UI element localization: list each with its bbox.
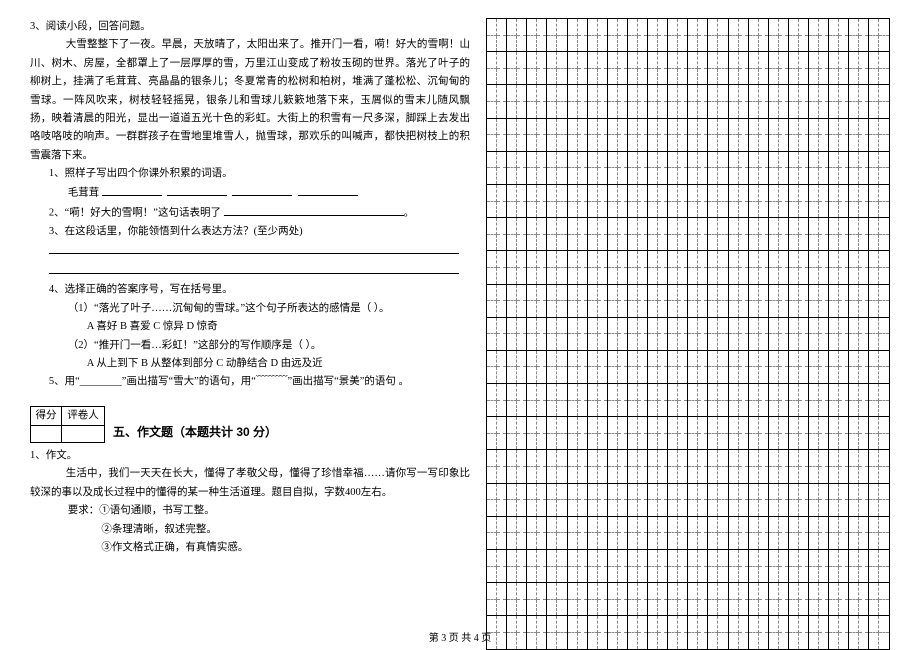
q3-answer-2[interactable] <box>30 262 470 282</box>
reading-q4a-opts: A 喜好 B 喜爱 C 惊异 D 惊奇 <box>30 318 470 336</box>
reading-q2: 2、“嗬！好大的雪啊！”这句话表明了 <box>49 208 221 219</box>
essay-qno: 1、作文。 <box>30 447 470 465</box>
q1-blank-4[interactable] <box>298 183 358 196</box>
score-label: 得分 <box>31 406 62 425</box>
reading-q4-lead: 4、选择正确的答案序号，写在括号里。 <box>30 281 470 299</box>
right-column <box>476 18 890 650</box>
reading-q2-row: 2、“嗬！好大的雪啊！”这句话表明了 。 <box>30 203 470 223</box>
req-label: 要求： <box>68 505 100 516</box>
left-column: 3、阅读小段，回答问题。 大雪整整下了一夜。早晨，天放晴了，太阳出来了。推开门一… <box>30 18 476 650</box>
score-table: 得分 评卷人 <box>30 406 105 443</box>
req1: ①语句通顺，书写工整。 <box>99 505 215 516</box>
reading-q4a: （1）“落光了叶子……沉甸甸的雪球。”这个句子所表达的感情是（ ）。 <box>30 300 470 318</box>
q3-answer-1[interactable] <box>30 242 470 262</box>
essay-req-row: 要求：①语句通顺，书写工整。 <box>30 502 470 520</box>
page-footer: 第 3 页 共 4 页 <box>0 629 920 644</box>
req3: ③作文格式正确，有真情实感。 <box>30 539 470 557</box>
page: 3、阅读小段，回答问题。 大雪整整下了一夜。早晨，天放晴了，太阳出来了。推开门一… <box>0 0 920 650</box>
reading-q1: 1、照样子写出四个你课外积累的词语。 <box>30 165 470 183</box>
req2: ②条理清晰，叙述完整。 <box>30 521 470 539</box>
reading-q4b-opts: A 从上到下 B 从整体到部分 C 动静结合 D 由远及近 <box>30 355 470 373</box>
essay-prompt: 生活中，我们一天天在长大，懂得了孝敬父母，懂得了珍惜幸福……请你写一写印象比较深… <box>30 465 470 502</box>
score-cell[interactable] <box>31 426 62 443</box>
reviewer-label: 评卷人 <box>62 406 105 425</box>
q1-blank-1[interactable] <box>102 183 162 196</box>
q1-sample: 毛茸茸 <box>68 188 100 199</box>
reading-q1-sample-row: 毛茸茸 <box>30 183 470 203</box>
reading-q4b: （2）“推开门一看…彩虹！”这部分的写作顺序是（ ）。 <box>30 337 470 355</box>
section5-title: 五、作文题（本题共计 30 分） <box>113 422 277 443</box>
q1-blank-3[interactable] <box>232 183 292 196</box>
q1-blank-2[interactable] <box>167 183 227 196</box>
reading-number: 3、阅读小段，回答问题。 <box>30 18 470 36</box>
writing-grid[interactable] <box>486 18 890 650</box>
reading-passage: 大雪整整下了一夜。早晨，天放晴了，太阳出来了。推开门一看，嗬！好大的雪啊！山川、… <box>30 36 470 165</box>
q2-blank[interactable] <box>224 203 404 216</box>
reviewer-cell[interactable] <box>62 426 105 443</box>
reading-q5: 5、用“________”画出描写“雪大”的语句，用“﹋﹋﹋”画出描写“景美”的… <box>30 373 470 391</box>
section5-header: 得分 评卷人 五、作文题（本题共计 30 分） <box>30 392 470 443</box>
reading-q3: 3、在这段话里，你能领悟到什么表达方法？(至少两处) <box>30 223 470 241</box>
